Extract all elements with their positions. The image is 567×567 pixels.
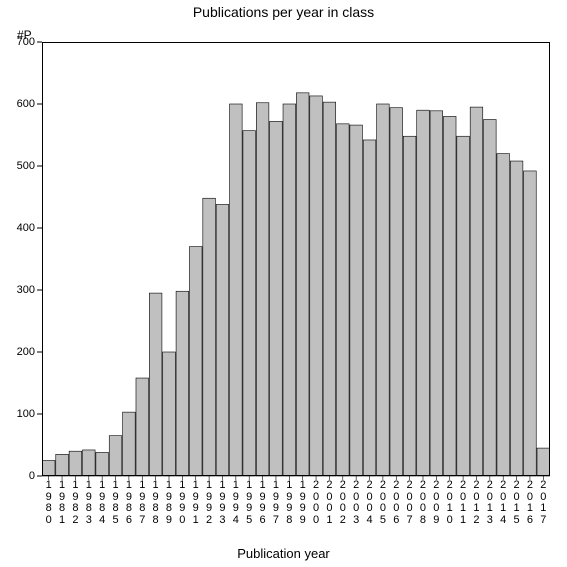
bar — [163, 352, 176, 476]
y-tick-label: 400 — [17, 222, 35, 234]
bar — [69, 451, 82, 476]
chart-title: Publications per year in class — [0, 4, 567, 20]
x-tick-label: 2017 — [537, 480, 550, 526]
x-tick-label: 2006 — [390, 480, 403, 526]
bar — [363, 140, 376, 476]
bar — [524, 171, 537, 476]
y-tick-label: 700 — [17, 36, 35, 48]
bar — [123, 412, 136, 476]
bar — [96, 452, 109, 476]
bar — [283, 104, 296, 476]
x-tick-label: 2009 — [430, 480, 443, 526]
y-tick-label: 0 — [29, 470, 35, 482]
bar — [216, 204, 229, 476]
x-tick-label: 1986 — [122, 480, 135, 526]
bar — [42, 461, 55, 477]
x-tick-label: 2012 — [470, 480, 483, 526]
x-tick-label: 1997 — [269, 480, 282, 526]
x-tick-label: 2003 — [349, 480, 362, 526]
bar — [56, 454, 69, 476]
x-tick-label: 2008 — [416, 480, 429, 526]
bar — [230, 104, 243, 476]
x-tick-label: 1989 — [162, 480, 175, 526]
bar — [337, 124, 350, 476]
bar — [83, 450, 96, 476]
bar — [470, 107, 483, 476]
bar — [310, 96, 323, 476]
chart-svg — [42, 42, 550, 476]
bar — [256, 103, 269, 476]
x-tick-label: 1992 — [202, 480, 215, 526]
x-tick-label: 2010 — [443, 480, 456, 526]
y-tick-label: 100 — [17, 408, 35, 420]
x-tick-label: 1990 — [176, 480, 189, 526]
bar — [270, 121, 283, 476]
y-tick-label: 600 — [17, 98, 35, 110]
x-tick-label: 1987 — [136, 480, 149, 526]
bar — [497, 154, 510, 476]
bar — [537, 448, 550, 476]
bar — [484, 120, 497, 477]
x-tick-label: 2014 — [497, 480, 510, 526]
x-tick-label: 2005 — [376, 480, 389, 526]
bar — [323, 102, 336, 476]
bar — [176, 291, 189, 476]
x-tick-label: 1983 — [82, 480, 95, 526]
x-tick-label: 1984 — [95, 480, 108, 526]
bar — [430, 111, 443, 476]
x-tick-label: 2004 — [363, 480, 376, 526]
x-tick-label: 2013 — [483, 480, 496, 526]
x-tick-label: 1999 — [296, 480, 309, 526]
y-tick-label: 200 — [17, 346, 35, 358]
chart-container: Publications per year in class #P Public… — [0, 0, 567, 567]
bar — [243, 131, 256, 476]
bar — [136, 378, 149, 476]
y-tick-label: 300 — [17, 284, 35, 296]
x-tick-label: 1994 — [229, 480, 242, 526]
y-tick-label: 500 — [17, 160, 35, 172]
bar — [109, 436, 122, 476]
x-tick-label: 1995 — [243, 480, 256, 526]
x-tick-label: 1988 — [149, 480, 162, 526]
x-tick-label: 1980 — [42, 480, 55, 526]
x-tick-label: 2016 — [523, 480, 536, 526]
x-tick-label: 1993 — [216, 480, 229, 526]
plot-area — [42, 42, 550, 476]
x-tick-label: 1982 — [69, 480, 82, 526]
bar — [350, 125, 363, 476]
x-tick-label: 1998 — [283, 480, 296, 526]
bar — [390, 108, 403, 476]
x-tick-label: 2011 — [456, 480, 469, 526]
bar — [377, 104, 390, 476]
x-tick-label: 1996 — [256, 480, 269, 526]
x-tick-label: 2007 — [403, 480, 416, 526]
bar — [457, 136, 470, 476]
x-tick-label: 1981 — [55, 480, 68, 526]
x-axis-label: Publication year — [0, 546, 567, 561]
x-tick-label: 2002 — [336, 480, 349, 526]
bar — [510, 161, 523, 476]
bar — [189, 247, 202, 476]
x-tick-label: 2000 — [309, 480, 322, 526]
bar — [203, 198, 216, 476]
bar — [149, 293, 162, 476]
bar — [403, 136, 416, 476]
bar — [417, 110, 430, 476]
x-tick-label: 1991 — [189, 480, 202, 526]
bar — [296, 93, 309, 476]
x-tick-label: 2001 — [323, 480, 336, 526]
x-tick-label: 1985 — [109, 480, 122, 526]
bar — [443, 116, 456, 476]
x-tick-label: 2015 — [510, 480, 523, 526]
